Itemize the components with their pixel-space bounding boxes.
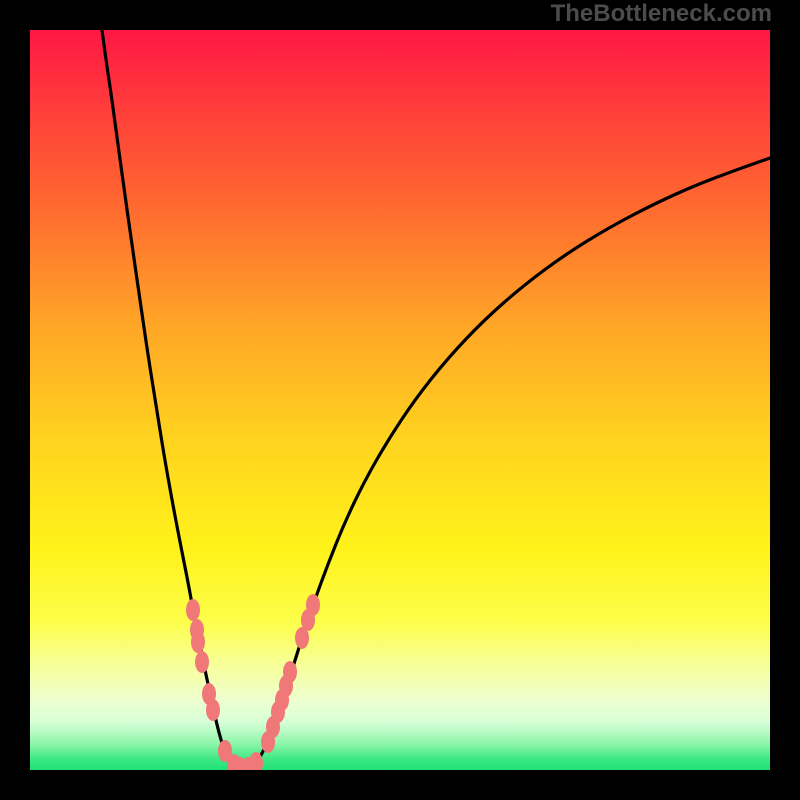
data-point-right [283,661,297,683]
chart-container: TheBottleneck.com [0,0,800,800]
watermark-text: TheBottleneck.com [551,0,772,28]
data-point-left [206,699,220,721]
data-point-left [186,599,200,621]
data-point-left [191,631,205,653]
bottleneck-curve-chart [30,30,770,770]
plot-area [30,30,770,770]
data-point-right [306,594,320,616]
gradient-background [30,30,770,770]
data-point-left [195,651,209,673]
